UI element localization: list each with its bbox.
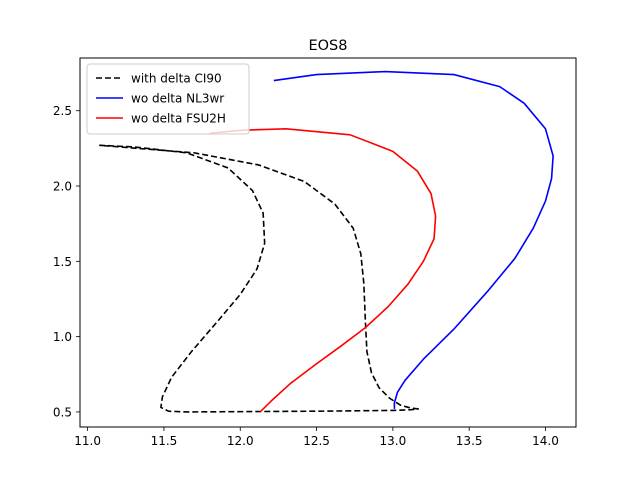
- legend: with delta CI90 wo delta NL3wr wo delta FS…: [86, 63, 250, 135]
- series-line-2: [209, 127, 437, 413]
- series-layer: [99, 70, 554, 413]
- legend-label-1: wo delta NL3wr: [131, 92, 224, 106]
- chart-title: EOS8: [308, 38, 347, 54]
- legend-label-0: with delta CI90: [131, 72, 222, 86]
- series-line-0: [99, 144, 419, 413]
- y-axis: 0.5 1.0 1.5 2.0 2.5: [53, 104, 80, 419]
- series-line-1: [273, 70, 554, 409]
- legend-label-2: wo delta FSU2H: [131, 112, 226, 126]
- plot-frame: [79, 57, 577, 428]
- x-tick-label: 12.5: [303, 434, 330, 448]
- y-tick-label: 0.5: [53, 405, 72, 419]
- x-tick-label: 12.0: [227, 434, 254, 448]
- y-tick-label: 2.0: [53, 180, 72, 194]
- legend-box: [86, 63, 250, 135]
- x-tick-label: 13.0: [380, 434, 407, 448]
- y-tick-label: 2.5: [53, 104, 72, 118]
- y-tick-label: 1.5: [53, 255, 72, 269]
- x-tick-label: 11.0: [74, 434, 101, 448]
- x-tick-label: 13.5: [456, 434, 483, 448]
- x-tick-label: 11.5: [151, 434, 178, 448]
- x-tick-label: 14.0: [532, 434, 559, 448]
- y-tick-label: 1.0: [53, 330, 72, 344]
- x-axis: 11.0 11.5 12.0 12.5 13.0 13.5 14.0: [74, 427, 559, 448]
